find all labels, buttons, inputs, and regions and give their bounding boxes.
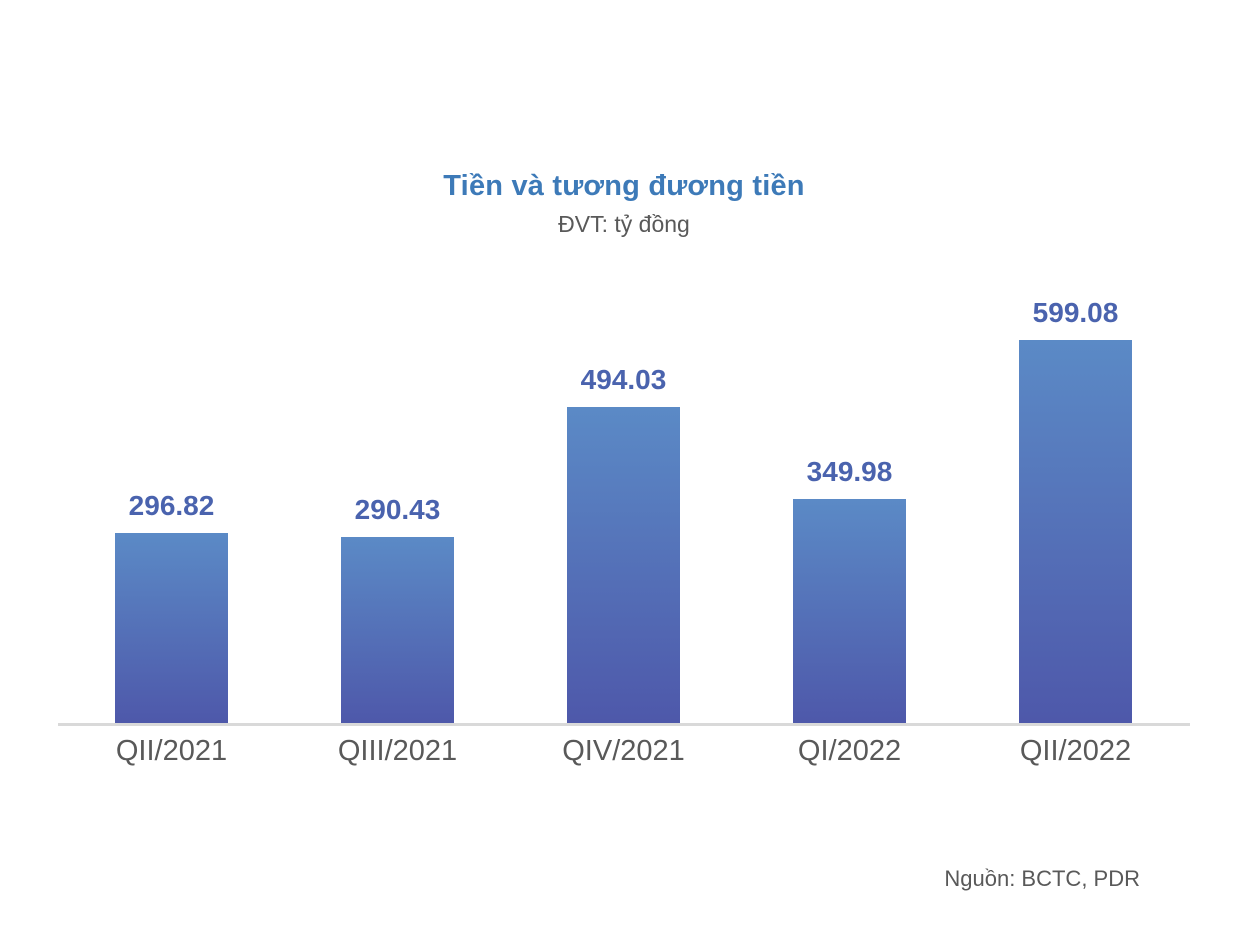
x-axis-label: QII/2021 [115,735,228,768]
chart-title: Tiền và tương đương tiền [443,170,805,202]
x-axis-label-text: QI/2022 [797,735,902,767]
bar [567,407,680,723]
x-axis-labels: QII/2021 QIII/2021 QIV/2021 QI/2022 QII/2022 [115,735,1132,768]
x-axis-label: QII/2022 [1019,735,1132,768]
source-note: Nguồn: BCTC, PDR [944,866,1140,891]
x-axis-label-text: QII/2022 [1019,735,1132,767]
bar-group: 494.03 [567,364,680,723]
x-axis-label: QIII/2021 [337,735,458,768]
bar-value-label: 296.82 [128,490,215,522]
x-axis-label-text: QIII/2021 [337,735,458,767]
x-axis-line [58,723,1190,726]
bars-row: 296.82 290.43 494.03 349.98 599.08 [115,280,1132,723]
bar [1019,340,1132,723]
x-axis-label: QI/2022 [793,735,906,768]
x-axis-label: QIV/2021 [562,735,685,768]
x-axis-label-text: QII/2021 [115,735,228,767]
bar [115,533,228,723]
bar-value-label: 349.98 [806,456,893,488]
bar [793,499,906,723]
bar-group: 599.08 [1019,297,1132,723]
chart-subtitle: ĐVT: tỷ đồng [558,211,690,237]
bar-value-label: 290.43 [354,494,441,526]
bar-group: 290.43 [341,494,454,723]
bar-group: 349.98 [793,456,906,723]
bar [341,537,454,723]
bar-value-label: 599.08 [1032,297,1119,329]
bar-group: 296.82 [115,490,228,723]
bar-value-label: 494.03 [580,364,667,396]
x-axis-label-text: QIV/2021 [562,735,685,767]
